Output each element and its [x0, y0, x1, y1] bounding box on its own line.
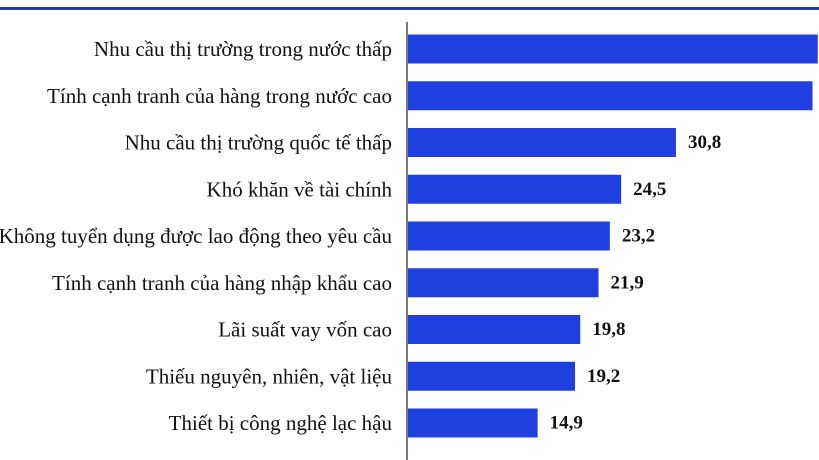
category-label: Nhu cầu thị trường trong nước thấp	[94, 37, 392, 61]
bar	[408, 221, 610, 251]
category-label: Thiếu nguyên, nhiên, vật liệu	[146, 364, 393, 388]
value-label: 24,5	[633, 179, 666, 200]
bar	[408, 408, 538, 438]
bar	[408, 268, 599, 298]
value-label: 19,8	[592, 319, 625, 340]
value-label: 21,9	[611, 272, 644, 293]
value-label: 23,2	[622, 226, 655, 247]
title-bar	[0, 0, 819, 10]
value-label: 14,9	[550, 413, 583, 434]
bar	[408, 174, 622, 204]
bar	[408, 81, 813, 111]
category-label: Thiết bị công nghệ lạc hậu	[169, 411, 393, 435]
bar	[408, 34, 818, 64]
category-label: Tính cạnh tranh của hàng trong nước cao	[47, 84, 392, 108]
bar	[408, 315, 581, 344]
category-label: Tính cạnh tranh của hàng nhập khẩu cao	[52, 271, 392, 295]
category-label: Khó khăn về tài chính	[207, 177, 393, 201]
category-label: Nhu cầu thị trường quốc tế thấp	[125, 131, 392, 155]
value-label: 19,2	[587, 366, 620, 387]
category-label: Không tuyển dụng được lao động theo yêu …	[0, 224, 392, 248]
category-label: Lãi suất vay vốn cao	[218, 318, 392, 342]
value-label: 30,8	[688, 132, 721, 153]
bar	[408, 128, 676, 157]
bar	[408, 361, 576, 391]
